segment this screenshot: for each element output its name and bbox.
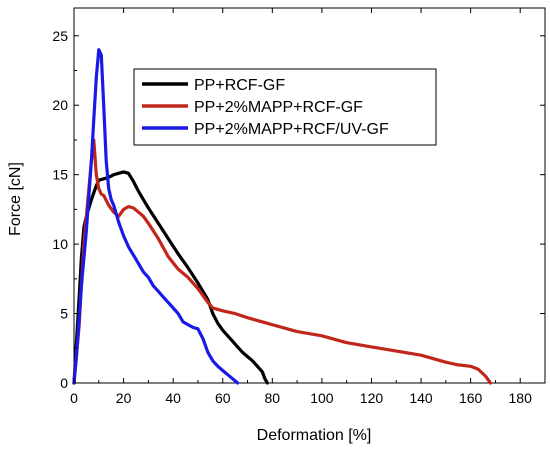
y-tick-label: 0 — [60, 375, 68, 391]
x-tick-label: 100 — [310, 390, 334, 406]
y-tick-label: 15 — [52, 167, 68, 183]
y-tick-label: 10 — [52, 236, 68, 252]
y-tick-label: 5 — [60, 306, 68, 322]
y-tick-label: 20 — [52, 97, 68, 113]
x-tick-label: 120 — [360, 390, 384, 406]
plot-frame — [73, 7, 546, 384]
x-tick-label: 20 — [116, 390, 132, 406]
x-tick-label: 160 — [459, 390, 483, 406]
legend-label: PP+2%MAPP+RCF/UV-GF — [194, 121, 389, 138]
x-tick-label: 40 — [165, 390, 181, 406]
x-tick-label: 180 — [509, 390, 533, 406]
legend-label: PP+RCF-GF — [194, 77, 285, 94]
series-line — [72, 48, 240, 385]
legend-label: PP+2%MAPP+RCF-GF — [194, 99, 363, 116]
x-axis-label: Deformation [%] — [257, 427, 372, 444]
y-tick-label: 25 — [52, 28, 68, 44]
y-axis-label: Force [cN] — [7, 162, 24, 236]
x-tick-label: 60 — [215, 390, 231, 406]
x-tick-label: 0 — [70, 390, 78, 406]
x-tick-label: 80 — [265, 390, 281, 406]
series-line — [72, 170, 269, 385]
x-tick-label: 140 — [409, 390, 433, 406]
